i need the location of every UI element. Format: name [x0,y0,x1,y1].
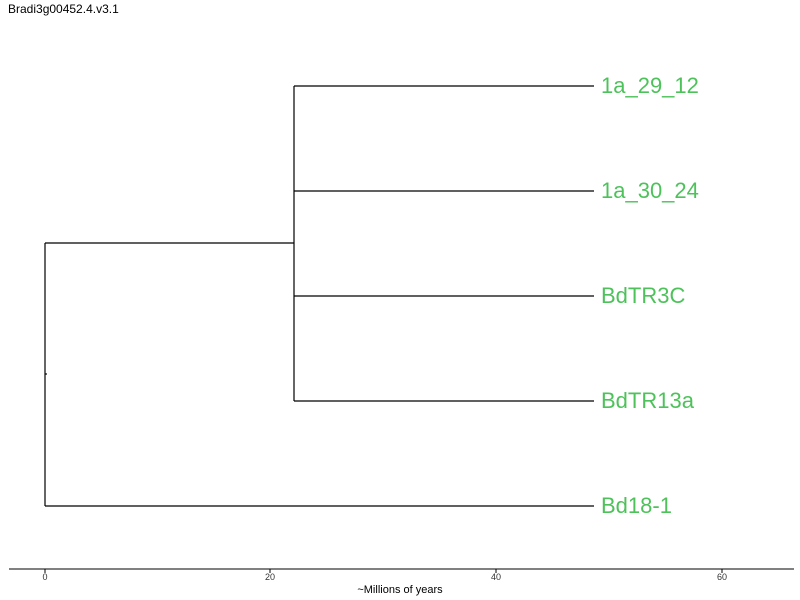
tree-branches [44,85,594,507]
axis-tick-label: 40 [491,572,501,582]
leaf-label: 1a_29_12 [601,73,699,98]
tree-title: Bradi3g00452.4.v3.1 [8,2,119,16]
axis-title: ~Millions of years [357,584,443,596]
leaf-label: BdTR3C [601,283,685,308]
axis-tick-label: 60 [717,572,727,582]
leaf-labels: 1a_29_12 1a_30_24 BdTR3C BdTR13a Bd18-1 [601,73,699,518]
axis-tick-label: 0 [42,572,47,582]
leaf-label: BdTR13a [601,388,695,413]
leaf-label: 1a_30_24 [601,178,699,203]
axis-tick-label: 20 [265,572,275,582]
leaf-label: Bd18-1 [601,493,672,518]
time-axis: 0 20 40 60 ~Millions of years [9,568,794,596]
